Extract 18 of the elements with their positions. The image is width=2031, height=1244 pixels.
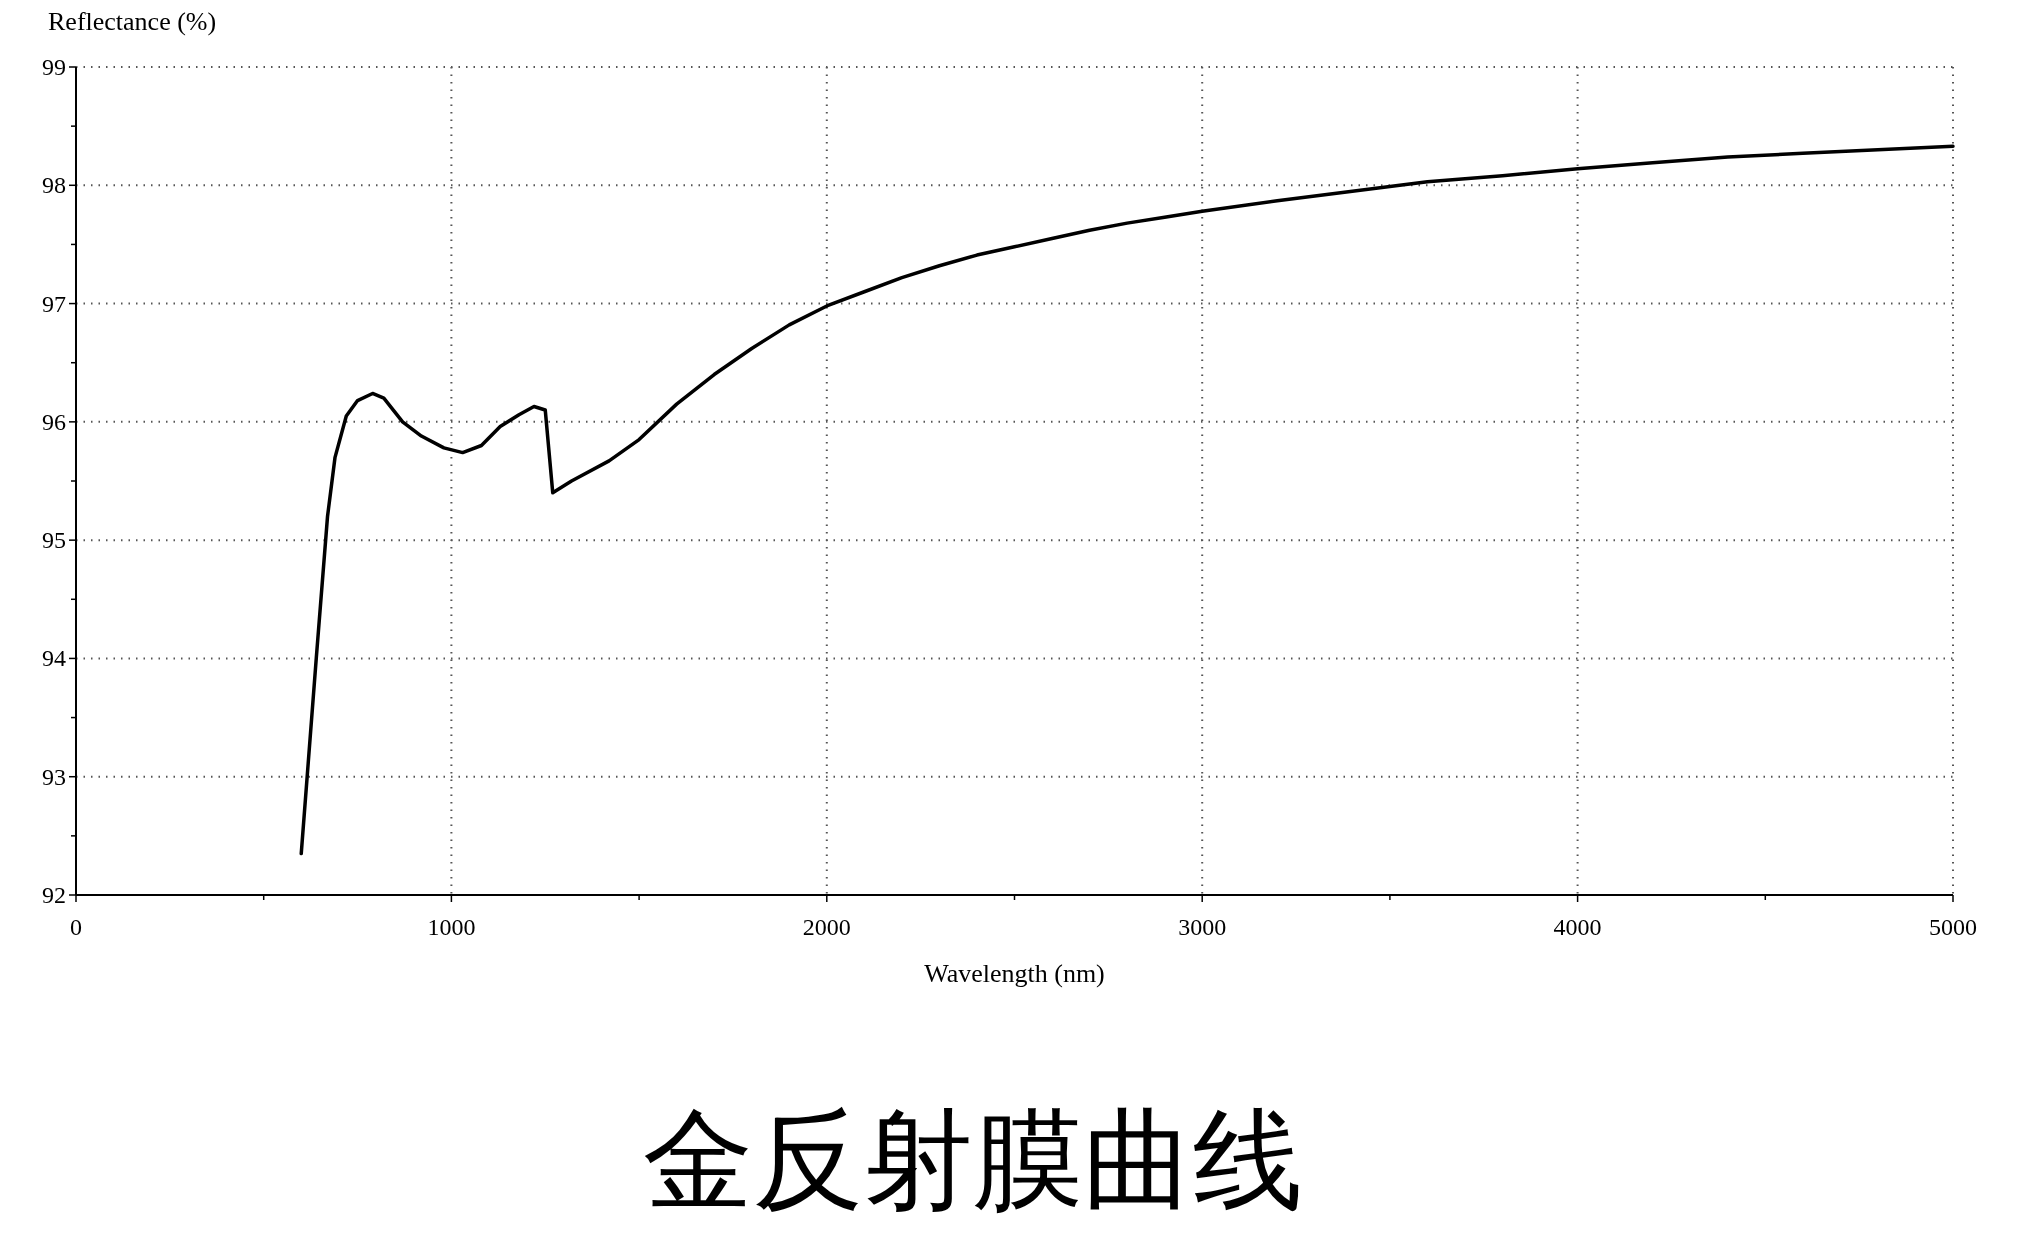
x-tick-label: 2000 [802, 914, 851, 940]
y-tick-label: 98 [42, 172, 66, 199]
x-axis-title: Wavelength (nm) [924, 959, 1105, 988]
y-tick-label: 92 [42, 882, 66, 908]
x-tick-label: 4000 [1553, 914, 1602, 940]
x-tick-label: 0 [70, 914, 82, 940]
y-tick-label: 94 [42, 645, 66, 672]
y-tick-label: 97 [42, 290, 66, 317]
y-tick-label: 95 [42, 527, 66, 554]
x-tick-label: 5000 [1929, 914, 1977, 940]
y-tick-label: 93 [42, 763, 66, 790]
text: 金反射膜曲线 [643, 1096, 1303, 1224]
y-tick-label: 99 [42, 54, 66, 80]
y-axis-title: Reflectance (%) [48, 7, 217, 36]
line-series [299, 144, 1955, 856]
y-tick-label: 96 [42, 408, 66, 435]
x-tick-label: 3000 [1178, 914, 1227, 940]
x-tick-label: 1000 [427, 914, 476, 940]
